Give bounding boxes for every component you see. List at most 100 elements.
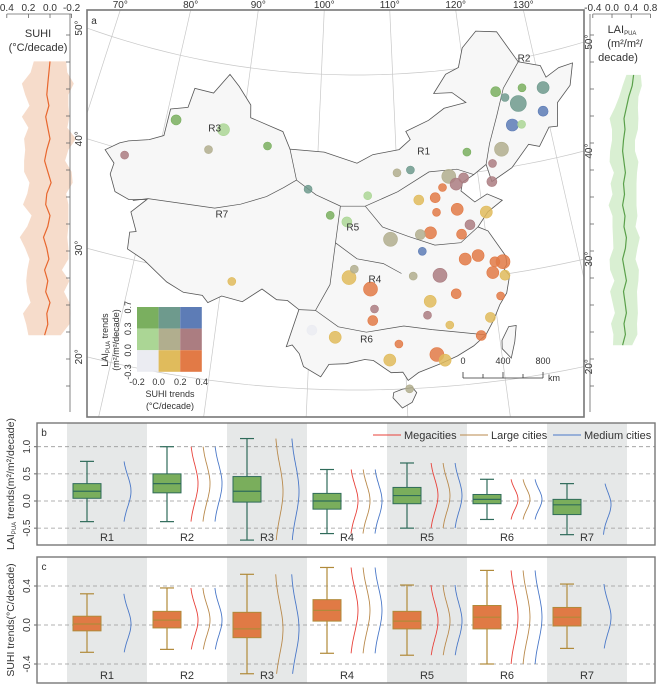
- city-dot: [462, 147, 472, 157]
- city-dot: [217, 123, 230, 136]
- region-axis-label-r3: R3: [260, 532, 274, 544]
- city-dot: [485, 312, 496, 323]
- suhi-latitude-profile: 0.4 0.2 0.0 -0.2 SUHI (°C/decade): [0, 3, 81, 412]
- distribution-curve-medium: [374, 567, 383, 654]
- lai-latitude-profile: -0.4 0.0 0.4 0.8 LAIPUA(m²/m²/decade): [584, 3, 658, 412]
- city-dot: [370, 304, 379, 314]
- city-dot: [517, 120, 526, 129]
- city-dot: [432, 267, 448, 283]
- profile-tick-label: -0.2: [63, 3, 81, 14]
- region-shade: [387, 423, 467, 545]
- city-dot: [394, 339, 404, 349]
- city-dot: [479, 205, 493, 219]
- city-dot: [263, 141, 272, 151]
- taiwan-outline: [501, 325, 517, 359]
- scale-unit: km: [548, 373, 560, 383]
- region-label-r5: R5: [346, 222, 359, 233]
- longitude-label: 100°: [314, 0, 335, 11]
- region-label-r6: R6: [360, 335, 373, 346]
- region-boundary: [298, 206, 341, 311]
- region-axis-label-r2: R2: [180, 670, 194, 682]
- panel-frame: [36, 422, 656, 546]
- legend-label-mega: Megacities: [404, 430, 457, 442]
- city-dot: [303, 184, 313, 194]
- city-dot: [306, 324, 318, 336]
- distribution-curve-large: [202, 587, 211, 650]
- parallel-line: [87, 27, 584, 76]
- distribution-curve-mega: [430, 584, 439, 656]
- distribution-curve-large: [202, 446, 211, 522]
- legend-x-unit: (°C/decade): [146, 401, 194, 411]
- box-iqr: [232, 611, 262, 639]
- region-boundary: [315, 310, 486, 336]
- city-dot: [500, 93, 510, 102]
- latitude-label-right: 50°: [584, 35, 595, 50]
- lai-profile-unit: (m²/m²/: [607, 38, 643, 50]
- distribution-curve-medium: [291, 574, 300, 674]
- meridian-line: [522, 10, 584, 280]
- city-dot: [204, 145, 213, 154]
- legend-y-unit: (m²/m²/decade): [111, 309, 121, 371]
- city-dot: [325, 211, 335, 220]
- legend-color-cell: [137, 350, 159, 372]
- distribution-curve-medium: [534, 570, 543, 665]
- map-frame: [86, 9, 585, 418]
- city-dot: [432, 208, 441, 217]
- city-dot: [537, 105, 549, 117]
- region-boundary: [296, 168, 474, 207]
- y-tick-label: 0.4: [22, 579, 33, 593]
- distribution-curve-mega: [430, 462, 439, 529]
- longitude-label: 120°: [445, 0, 466, 11]
- city-dot: [438, 183, 447, 192]
- y-tick-label: -0.4: [22, 655, 33, 673]
- city-dot: [450, 203, 464, 216]
- region-label-r4: R4: [369, 275, 382, 286]
- profile-line: [42, 61, 52, 336]
- region-boundary: [485, 61, 519, 165]
- scale-label: 400: [495, 356, 510, 366]
- legend-color-cell: [180, 328, 202, 351]
- legend-color-cell: [137, 328, 159, 351]
- legend-x-tick: -0.2: [129, 377, 145, 387]
- distribution-curve-large: [362, 469, 371, 534]
- city-dot: [413, 194, 425, 206]
- region-axis-label-r6: R6: [500, 670, 514, 682]
- profile-tick-label: 0.0: [43, 3, 57, 14]
- longitude-label: 90°: [251, 0, 266, 11]
- distribution-curve-large: [275, 438, 284, 541]
- city-dot: [456, 228, 467, 240]
- region-boundary: [335, 242, 402, 274]
- city-dot: [363, 191, 373, 200]
- distribution-curve-medium: [454, 462, 463, 529]
- city-dot: [406, 165, 415, 175]
- distribution-curve-medium: [603, 583, 612, 649]
- city-dot: [341, 270, 357, 285]
- city-dot: [458, 172, 469, 184]
- profile-tick-label: 0.0: [605, 3, 619, 14]
- latitude-label-left: 50°: [74, 20, 85, 35]
- distribution-curve-large: [275, 574, 284, 674]
- city-dot: [488, 159, 497, 168]
- city-dot: [509, 95, 527, 112]
- distribution-curve-mega: [350, 469, 359, 534]
- city-dot: [450, 288, 462, 300]
- region-axis-label-r7: R7: [580, 532, 594, 544]
- scale-label: 800: [535, 356, 550, 366]
- profile-tick-label: -0.4: [584, 3, 602, 14]
- latitude-label-right: 40°: [584, 144, 595, 159]
- legend-color-cell: [158, 328, 181, 351]
- longitude-label: 70°: [113, 0, 128, 11]
- distribution-curve-medium: [291, 438, 300, 541]
- latitude-label-right: 20°: [584, 359, 595, 374]
- city-dot: [445, 320, 455, 330]
- legend-y-tick: 0.0: [123, 344, 133, 357]
- legend-label-large: Large cities: [491, 430, 548, 442]
- suhi-profile-unit: (°C/decade): [9, 42, 68, 54]
- region-axis-label-r7: R7: [580, 670, 594, 682]
- legend-x-tick: 0.4: [196, 377, 209, 387]
- latitude-label-right: 30°: [584, 252, 595, 267]
- city-dot: [489, 256, 501, 268]
- city-dot: [536, 81, 550, 94]
